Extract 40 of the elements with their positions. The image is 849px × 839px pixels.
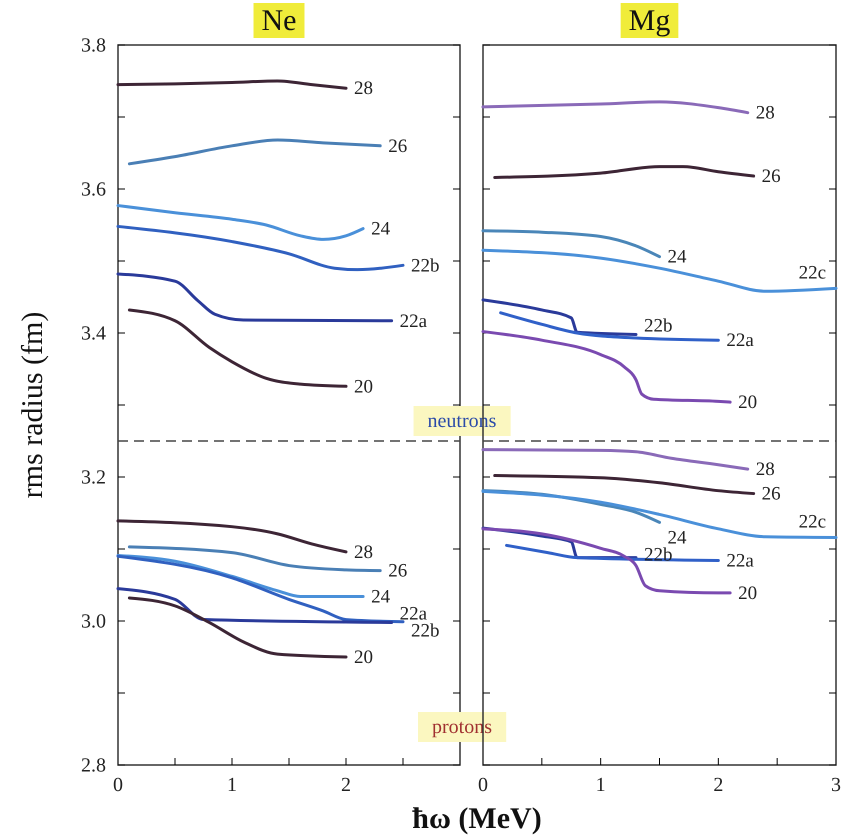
series-label: 28 <box>354 78 373 100</box>
series-label: 20 <box>354 376 373 398</box>
series-label: 26 <box>762 166 781 188</box>
series-label: 20 <box>738 392 758 414</box>
x-tick-label: 1 <box>596 774 606 796</box>
y-tick-label: 2.8 <box>81 754 106 776</box>
x-tick-label: 2 <box>341 774 351 796</box>
series-label: 22a <box>726 550 754 572</box>
x-tick-label: 0 <box>113 774 123 796</box>
series-label: 24 <box>371 586 391 608</box>
chart-title: Ne <box>262 4 296 37</box>
series-label: 26 <box>388 136 408 157</box>
x-axis-title: ħω (MeV) <box>412 802 542 835</box>
series-label: 26 <box>762 484 781 505</box>
x-tick-label: 3 <box>831 774 841 796</box>
y-axis-title: rms radius (fm) <box>16 312 49 498</box>
series-label: 22c <box>798 511 826 532</box>
series-label: 22b <box>411 255 440 276</box>
x-tick-label: 2 <box>713 774 724 796</box>
series-label: 28 <box>354 542 373 563</box>
x-tick-label: 0 <box>478 774 488 796</box>
y-tick-label: 3.8 <box>81 34 106 56</box>
series-label: 24 <box>668 246 687 268</box>
series-label: 24 <box>371 218 391 240</box>
y-tick-label: 3.2 <box>81 466 106 488</box>
series-label: 28 <box>756 102 775 124</box>
y-tick-label: 3.4 <box>81 322 106 344</box>
series-label: 22b <box>644 315 672 336</box>
series-label: 22a <box>400 310 428 332</box>
chart-title: Mg <box>628 4 670 37</box>
series-label: 24 <box>668 527 687 548</box>
series-label: 22c <box>798 262 826 284</box>
series-label: 22a <box>726 330 754 352</box>
y-tick-label: 3.6 <box>81 178 106 200</box>
series-label: 20 <box>354 647 373 668</box>
x-tick-label: 1 <box>227 774 237 796</box>
series-label: 26 <box>388 560 408 582</box>
series-label: 20 <box>738 582 758 604</box>
series-label: 28 <box>756 459 775 480</box>
y-tick-label: 3.0 <box>81 610 106 632</box>
